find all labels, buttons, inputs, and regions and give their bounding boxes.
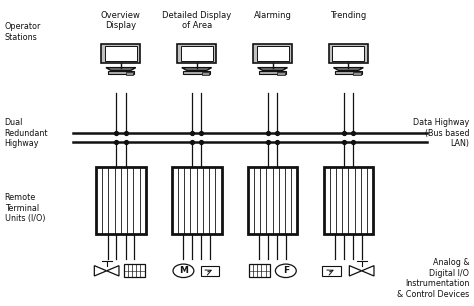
Bar (181, 46, 213, 61)
Bar (101, 44, 140, 63)
Bar (329, 44, 368, 63)
Polygon shape (182, 68, 211, 70)
Polygon shape (349, 266, 362, 276)
Bar (126, 73, 134, 75)
Polygon shape (362, 266, 374, 276)
Bar (247, 167, 298, 234)
Circle shape (275, 264, 296, 278)
Text: Detailed Display
of Area: Detailed Display of Area (162, 11, 231, 30)
Bar (201, 266, 219, 276)
Bar (183, 71, 210, 73)
Bar (108, 71, 134, 73)
Text: Dual
Redundant
Highway: Dual Redundant Highway (5, 118, 48, 148)
Bar (96, 167, 146, 234)
Polygon shape (107, 266, 119, 276)
Polygon shape (106, 68, 136, 70)
Bar (253, 44, 292, 63)
Text: Trending: Trending (330, 11, 366, 20)
Text: Analog &
Digital I/O
Instrumentation
& Control Devices: Analog & Digital I/O Instrumentation & C… (397, 258, 469, 299)
Bar (259, 71, 286, 73)
Text: Data Highway
(Bus based
LAN): Data Highway (Bus based LAN) (413, 118, 469, 148)
Bar (323, 167, 373, 234)
Bar (353, 73, 361, 75)
Bar (249, 264, 270, 277)
Bar (105, 46, 137, 61)
Text: Operator
Stations: Operator Stations (5, 22, 41, 42)
Polygon shape (94, 266, 107, 276)
Polygon shape (257, 68, 287, 70)
Circle shape (173, 264, 194, 278)
Text: Alarming: Alarming (254, 11, 292, 20)
Text: Remote
Terminal
Units (I/O): Remote Terminal Units (I/O) (5, 193, 45, 223)
Bar (124, 264, 145, 277)
Text: Overview
Display: Overview Display (101, 11, 141, 30)
Bar (322, 266, 341, 276)
Bar (256, 46, 289, 61)
Polygon shape (333, 68, 363, 70)
Bar (201, 73, 210, 75)
Text: M: M (179, 266, 188, 275)
Text: F: F (283, 266, 289, 275)
Bar (332, 46, 365, 61)
Bar (277, 73, 285, 75)
Bar (335, 71, 362, 73)
Bar (172, 167, 221, 234)
Bar (177, 44, 216, 63)
